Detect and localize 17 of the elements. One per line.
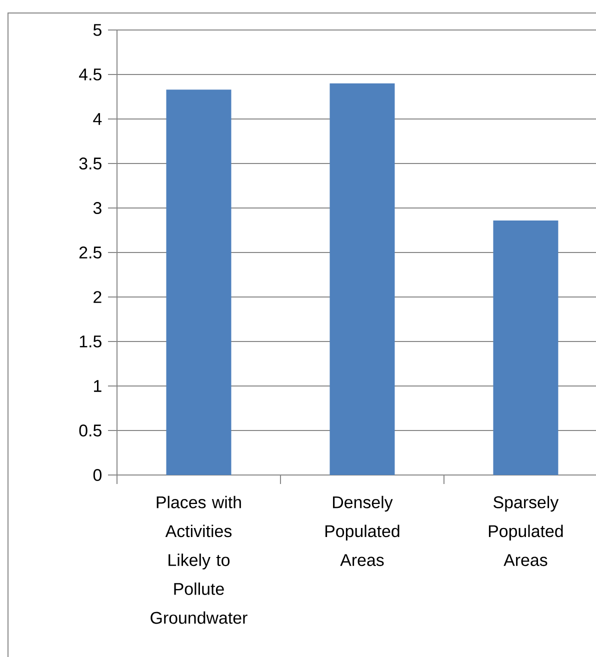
bar [330,83,395,475]
bar [166,90,232,475]
y-tick-label: 2 [94,291,102,303]
x-tick-label: Sparsely Populated Areas [488,496,563,566]
y-tick-label: 5 [93,24,102,36]
y-tick-label: 0.5 [79,424,102,436]
x-tick-label: Densely Populated Areas [325,496,400,566]
y-tick-label: 1.5 [80,336,102,348]
x-tick-label: Places with Activities Likely to Pollute Groundwater [150,496,248,624]
y-tick-label: 2.5 [79,246,102,258]
bar [493,220,558,475]
y-tick-label: 1 [94,380,102,392]
y-tick-label: 3 [93,202,102,214]
y-tick-label: 0 [93,469,102,481]
y-tick-label: 4.5 [79,68,102,80]
y-tick-label: 4 [93,113,102,125]
y-tick-label: 3.5 [79,158,102,170]
